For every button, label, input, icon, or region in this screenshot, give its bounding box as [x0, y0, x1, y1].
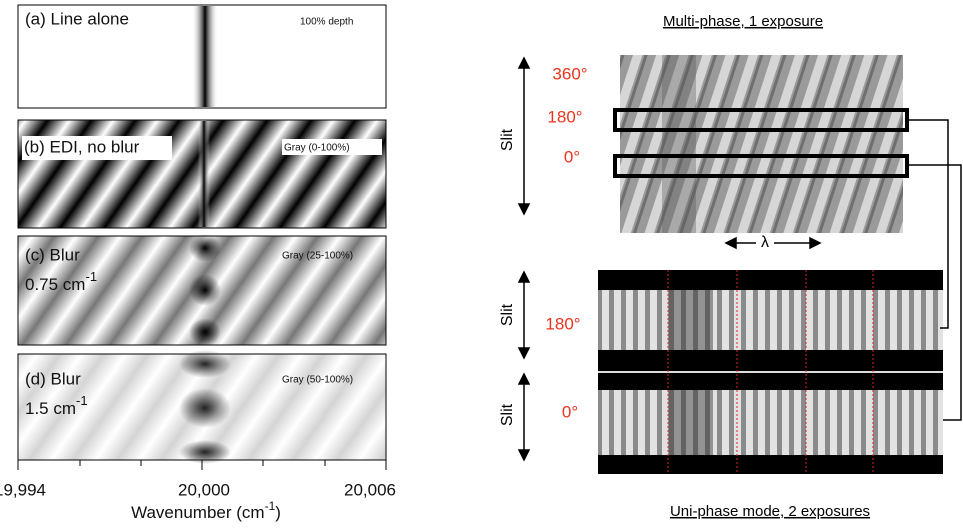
- absorption-band: [668, 390, 713, 455]
- label-sup: -1: [85, 269, 97, 284]
- connector: [907, 164, 962, 421]
- phase-label: 360°: [552, 64, 587, 83]
- slit-label: Slit: [499, 403, 516, 426]
- panel-note: Gray (25-100%): [282, 251, 353, 262]
- panel-label: (a) Line alone: [25, 9, 129, 28]
- label-sup: -1: [265, 499, 276, 513]
- slit-label: Slit: [499, 303, 516, 326]
- label-bg: [282, 139, 382, 155]
- phase-label: 180°: [547, 107, 582, 126]
- label-text: 0.75 cm: [25, 275, 85, 294]
- line: [198, 121, 210, 227]
- phase-label: 180°: [545, 314, 580, 333]
- exposure-strip: [598, 290, 943, 350]
- axis-ticks: [17, 460, 387, 470]
- panel-label: (b) EDI, no blur: [24, 137, 140, 156]
- panel-note: Gray (0-100%): [284, 143, 350, 154]
- blob: [179, 440, 231, 464]
- phase-label: 0°: [564, 147, 580, 166]
- x-tick-label: 19,994: [0, 480, 46, 499]
- panel-note: 100% depth: [300, 17, 353, 28]
- blob: [189, 318, 221, 346]
- line: [192, 6, 218, 107]
- x-tick-label: 20,006: [344, 480, 396, 499]
- blob: [179, 350, 231, 378]
- bottom-title: Uni-phase mode, 2 exposures: [670, 503, 870, 520]
- label-bg: [756, 234, 774, 252]
- panels: (a) Line alone 100% depth (b) EDI, no bl…: [0, 4, 396, 522]
- x-tick-label: 20,000: [178, 480, 230, 499]
- blob: [179, 388, 231, 428]
- panel-label: 0.75 cm-1: [25, 269, 97, 294]
- label-bg: [22, 136, 172, 160]
- blob: [189, 234, 221, 262]
- right-figure: Multi-phase, 1 exposure 360° 180° 0° λ S…: [499, 13, 962, 520]
- top-title: Multi-phase, 1 exposure: [663, 13, 823, 30]
- reference-lines: [667, 270, 874, 474]
- selection-box: [613, 154, 909, 178]
- label-text: ): [275, 503, 281, 522]
- absorption-band: [668, 290, 713, 350]
- panel-note: Gray (50-100%): [282, 375, 353, 386]
- label-bg: [22, 8, 162, 32]
- connector: [907, 119, 949, 329]
- lambda-label: λ: [761, 234, 769, 251]
- panel-label: 1.5 cm-1: [25, 393, 88, 418]
- phase-label: 0°: [562, 402, 578, 421]
- multiphase-image: [620, 55, 903, 233]
- x-axis-label: Wavenumber (cm-1): [131, 499, 281, 522]
- label-text: Wavenumber (cm: [131, 503, 265, 522]
- label-sup: -1: [76, 393, 88, 408]
- blob: [189, 274, 221, 306]
- slit-label: Slit: [499, 128, 516, 151]
- exposure-strip: [598, 390, 943, 455]
- label-text: 1.5 cm: [25, 399, 76, 418]
- absorption-band: [662, 55, 696, 233]
- panel-label: (c) Blur: [25, 245, 80, 264]
- arrows: [517, 56, 822, 462]
- panel-label: (d) Blur: [25, 369, 81, 388]
